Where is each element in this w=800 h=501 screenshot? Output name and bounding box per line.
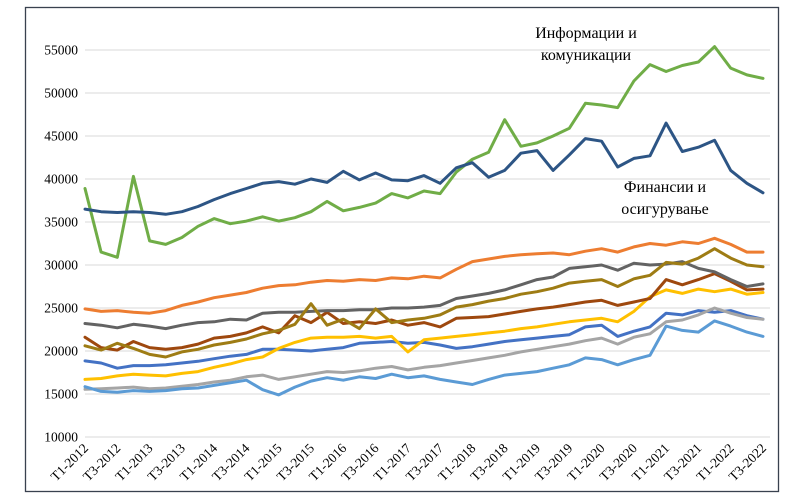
annotation-line: осигурување: [621, 201, 709, 219]
series-line-navy: [83, 121, 765, 216]
series-line-lightblue: [83, 319, 765, 397]
series-line-darkgray: [83, 260, 765, 331]
series-line-green: [83, 45, 765, 259]
y-axis-tick-label: 50000: [44, 86, 78, 101]
y-axis-tick-label: 25000: [44, 301, 78, 316]
y-axis-tick-label: 10000: [44, 430, 78, 445]
y-axis-tick-label: 45000: [44, 129, 78, 144]
series-line-olive: [83, 247, 765, 359]
y-axis-tick-label: 15000: [44, 387, 78, 402]
y-axis-tick-label: 55000: [44, 43, 78, 58]
annotation-finance-insurance: Финансии и осигурување: [584, 177, 746, 221]
annotation-line: Финансии и: [623, 179, 707, 196]
chart-frame-border: [24, 6, 780, 493]
y-axis-tick-label: 35000: [44, 215, 78, 230]
annotation-line: комуникации: [540, 47, 632, 65]
series-line-blue: [83, 309, 765, 370]
annotation-line: Информации и: [535, 25, 637, 42]
series-line-gray: [83, 306, 765, 391]
y-axis-tick-label: 30000: [44, 258, 78, 273]
y-axis-tick-label: 40000: [44, 172, 78, 187]
series-line-brown: [83, 272, 765, 352]
annotation-info-communications: Информации и комуникации: [505, 23, 667, 67]
y-axis-tick-label: 20000: [44, 344, 78, 359]
series-line-orange: [83, 236, 765, 315]
